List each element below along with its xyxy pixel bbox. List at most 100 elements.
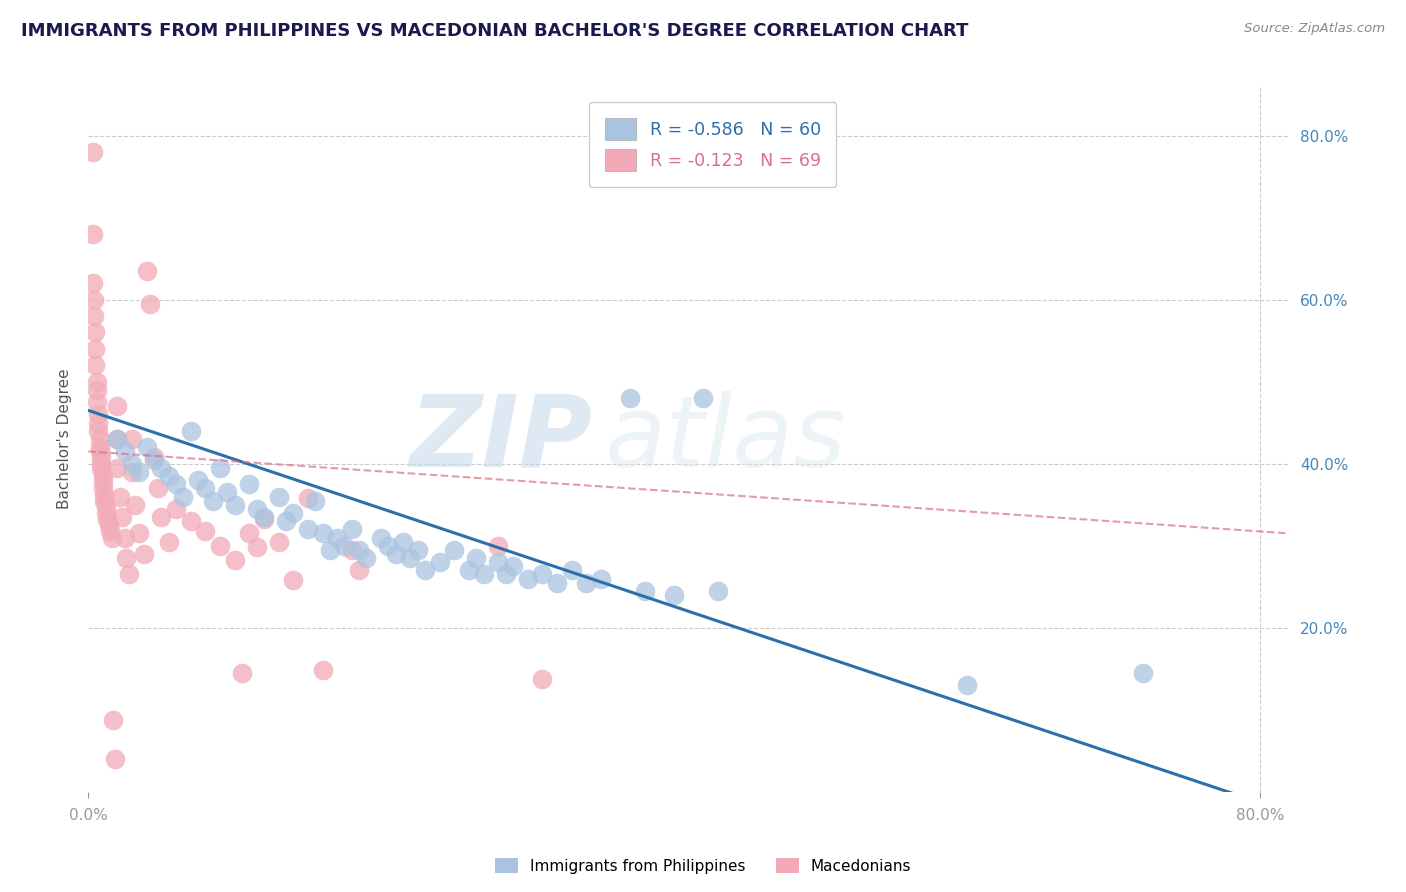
Point <box>91 469 114 483</box>
Point <box>121 432 143 446</box>
Point <box>89 432 111 446</box>
Point <box>82 145 104 159</box>
Point <box>87 424 110 438</box>
Point <box>143 452 166 467</box>
Point <box>87 416 110 430</box>
Point <box>135 440 157 454</box>
Point <box>107 432 129 446</box>
Point <box>502 559 524 574</box>
Point <box>107 432 129 446</box>
Point <box>283 573 305 587</box>
Point <box>340 542 363 557</box>
Point <box>98 524 121 538</box>
Point <box>253 510 276 524</box>
Point <box>100 531 122 545</box>
Point <box>132 547 155 561</box>
Point <box>103 752 125 766</box>
Point <box>90 462 112 476</box>
Point <box>82 277 104 291</box>
Point <box>531 672 554 686</box>
Point <box>692 391 714 405</box>
Point <box>1132 665 1154 680</box>
Point <box>634 583 657 598</box>
Point <box>495 567 517 582</box>
Point <box>311 664 333 678</box>
Point <box>93 488 115 502</box>
Point <box>107 460 129 475</box>
Point <box>231 665 253 680</box>
Point <box>297 491 319 505</box>
Point <box>194 481 217 495</box>
Point <box>165 501 187 516</box>
Point <box>333 539 356 553</box>
Point <box>143 450 166 464</box>
Point <box>187 473 209 487</box>
Point <box>194 524 217 538</box>
Point <box>575 575 598 590</box>
Point <box>297 522 319 536</box>
Point <box>135 264 157 278</box>
Point <box>157 469 180 483</box>
Point <box>384 547 406 561</box>
Point <box>180 424 202 438</box>
Point <box>86 395 108 409</box>
Point <box>347 563 370 577</box>
Point <box>89 440 111 454</box>
Point <box>148 481 170 495</box>
Point <box>619 391 641 405</box>
Point <box>274 514 297 528</box>
Y-axis label: Bachelor's Degree: Bachelor's Degree <box>58 368 72 509</box>
Point <box>138 297 160 311</box>
Point <box>392 534 415 549</box>
Point <box>356 551 378 566</box>
Point <box>94 506 117 520</box>
Point <box>707 583 730 598</box>
Point <box>245 501 267 516</box>
Legend: R = -0.586   N = 60, R = -0.123   N = 69: R = -0.586 N = 60, R = -0.123 N = 69 <box>589 102 837 186</box>
Point <box>238 477 260 491</box>
Point <box>157 534 180 549</box>
Point <box>486 539 509 553</box>
Point <box>121 465 143 479</box>
Point <box>121 457 143 471</box>
Point <box>516 572 538 586</box>
Point <box>399 551 422 566</box>
Point <box>86 375 108 389</box>
Point <box>118 567 141 582</box>
Point <box>90 450 112 464</box>
Point <box>82 227 104 241</box>
Point <box>96 512 118 526</box>
Point <box>283 506 305 520</box>
Point <box>114 531 136 545</box>
Point <box>311 526 333 541</box>
Point <box>114 444 136 458</box>
Point <box>245 541 267 555</box>
Point <box>115 551 138 566</box>
Point <box>326 531 349 545</box>
Point <box>90 457 112 471</box>
Point <box>406 542 429 557</box>
Text: atlas: atlas <box>605 391 846 488</box>
Point <box>91 481 114 495</box>
Point <box>89 444 111 458</box>
Point <box>84 358 107 372</box>
Point <box>472 567 495 582</box>
Point <box>560 563 582 577</box>
Point <box>128 526 150 541</box>
Point <box>224 498 246 512</box>
Point <box>267 534 290 549</box>
Point <box>165 477 187 491</box>
Point <box>253 512 276 526</box>
Point <box>97 518 120 533</box>
Point <box>110 490 132 504</box>
Point <box>111 510 134 524</box>
Point <box>340 522 363 536</box>
Point <box>91 475 114 489</box>
Point <box>531 567 554 582</box>
Point <box>84 326 107 340</box>
Point <box>180 514 202 528</box>
Point <box>956 678 979 692</box>
Point <box>319 542 342 557</box>
Point <box>83 293 105 307</box>
Point <box>224 553 246 567</box>
